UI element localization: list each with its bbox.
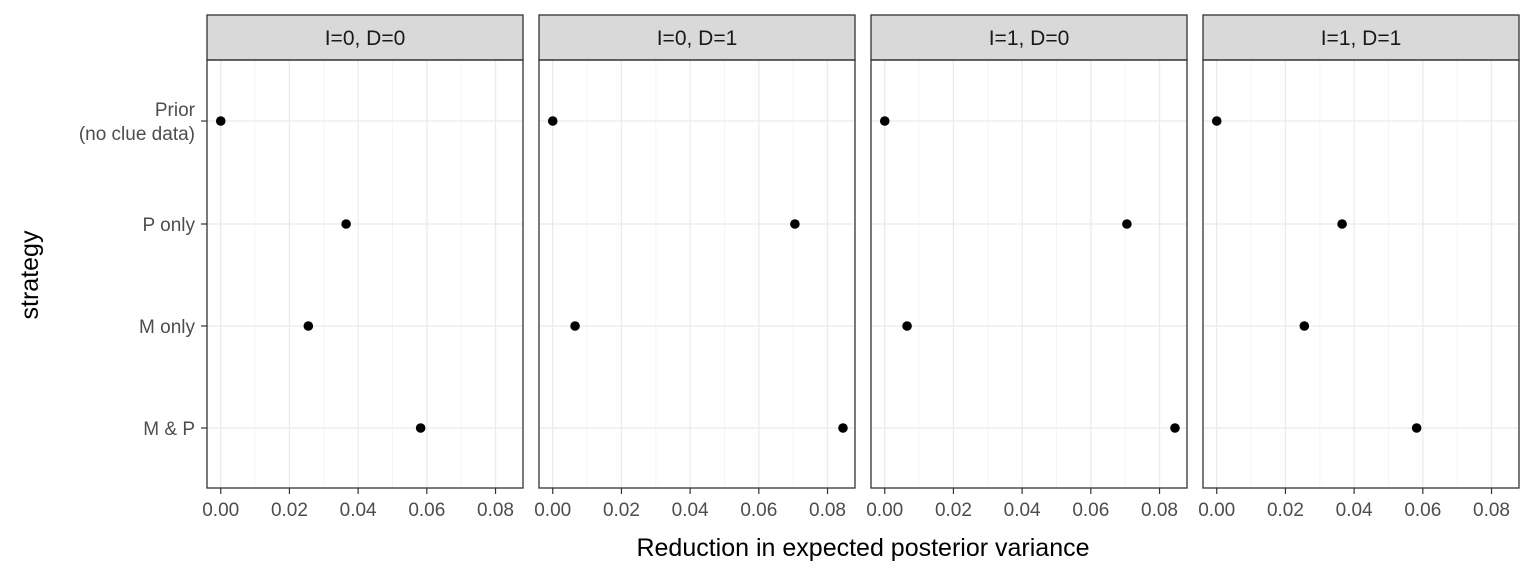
facet-strip [538,14,856,61]
data-point [1411,423,1422,433]
data-point [1337,219,1347,229]
x-tick-label: 0.06 [740,500,777,521]
panel-border [538,59,856,489]
x-tick-label: 0.02 [935,500,972,521]
data-point [1122,219,1132,229]
marks-layer [215,116,1422,433]
data-point [1211,116,1222,126]
x-tick-label: 0.04 [1004,500,1041,521]
x-tick-label: 0.04 [340,500,377,521]
x-tick-label: 0.08 [1141,500,1178,521]
data-point [838,423,848,433]
data-point [303,321,314,331]
x-tick-label: 0.00 [866,500,903,521]
x-tick-label: 0.02 [1267,500,1304,521]
data-point [790,219,800,229]
x-tick-label: 0.04 [1336,500,1373,521]
x-tick-label: 0.00 [202,500,239,521]
data-point [547,116,558,126]
panel-border [1202,59,1520,489]
y-axis-title: strategy [16,230,44,319]
panel-border [870,59,1188,489]
x-tick-label: 0.02 [603,500,640,521]
data-point [879,116,890,126]
facet-strip-label: I=0, D=0 [325,27,406,50]
x-tick-label: 0.06 [408,500,445,521]
data-point [215,116,226,126]
data-point [1299,321,1310,331]
data-point [415,423,426,433]
x-tick-label: 0.06 [1404,500,1441,521]
axes-layer: 0.00 0.02 0.04 0.06 0.08 0.00 0.02 0.04 0.06 0.08… [79,100,1510,521]
frames-layer: I=0, D=0 I=0, D=1 I=1, D=0 I=1, D=1 [206,14,1520,489]
x-tick-label: 0.04 [672,500,709,521]
grid-layer [207,60,1519,488]
x-tick-label: 0.08 [809,500,846,521]
data-point [1170,423,1180,433]
y-tick-label: M & P [143,419,195,440]
x-tick-label: 0.02 [271,500,308,521]
x-tick-label: 0.08 [477,500,514,521]
panel-border [206,59,524,489]
x-tick-label: 0.00 [534,500,571,521]
data-point [341,219,351,229]
facet-strip-label: I=1, D=0 [989,27,1070,50]
y-tick-label: P only [143,215,196,236]
x-tick-label: 0.00 [1198,500,1235,521]
y-tick-label: Prior (no clue data) [79,100,196,145]
x-tick-label: 0.08 [1473,500,1510,521]
facet-strip [1202,14,1520,61]
facet-strip-label: I=1, D=1 [1321,27,1402,50]
x-tick-label: 0.06 [1072,500,1109,521]
data-point [570,321,580,331]
facet-strip-label: I=0, D=1 [657,27,738,50]
y-tick-label: M only [139,317,195,338]
x-axis-title: Reduction in expected posterior variance [636,534,1089,562]
data-point [902,321,912,331]
